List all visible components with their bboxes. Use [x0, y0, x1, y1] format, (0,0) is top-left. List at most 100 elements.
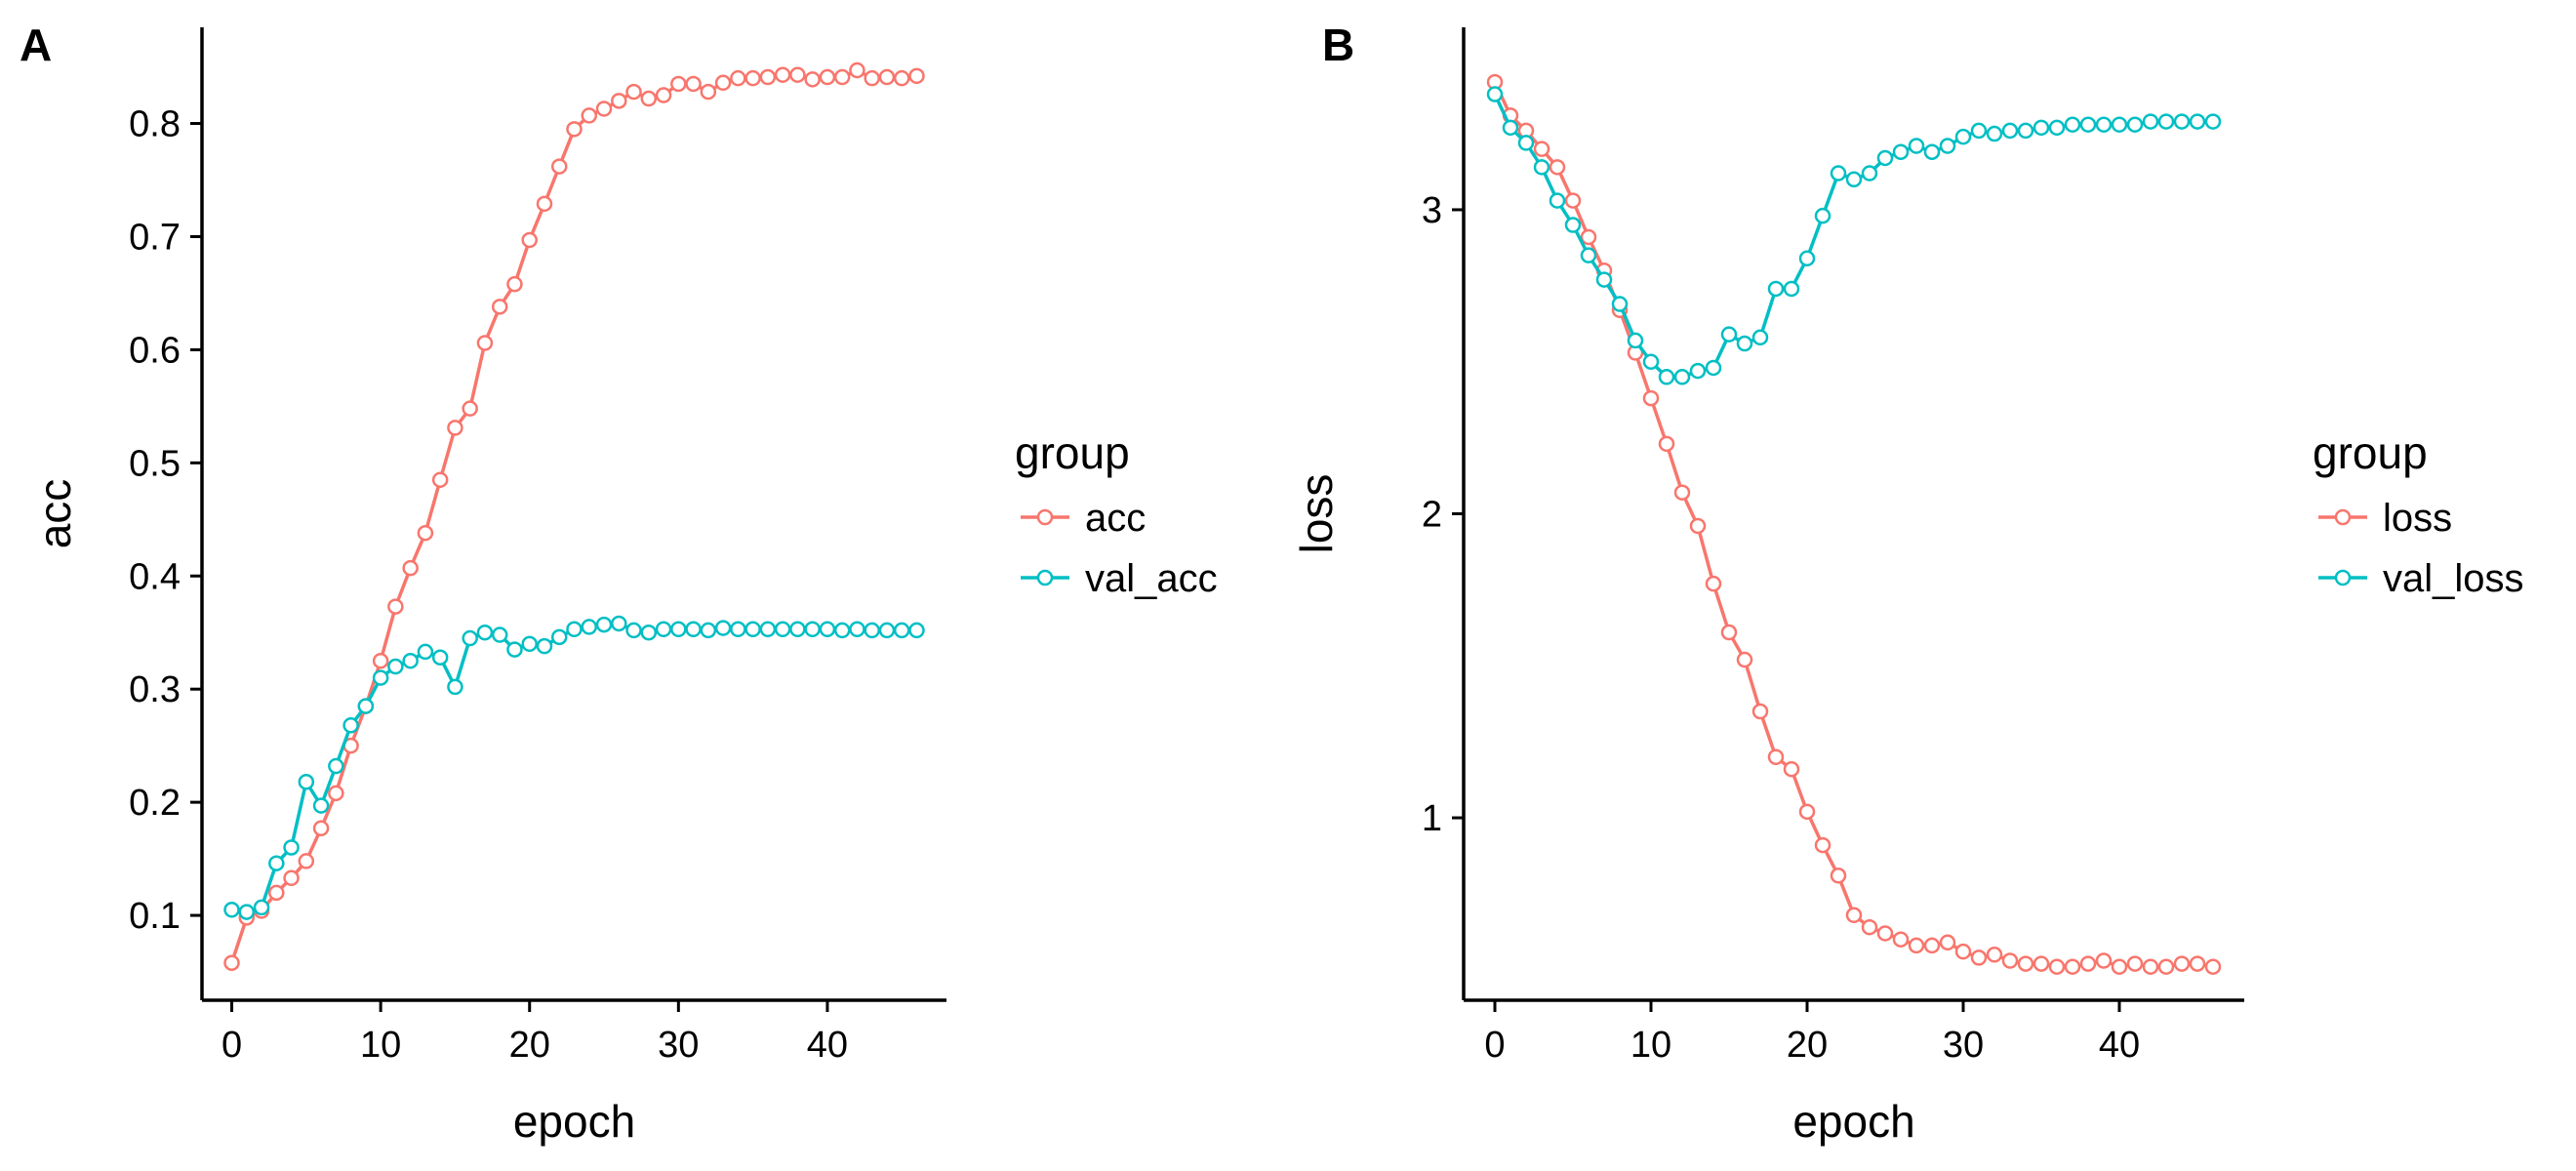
data-point-val_acc: [685, 621, 702, 637]
data-point-val_acc: [491, 626, 508, 643]
data-point-acc: [714, 74, 732, 92]
legend: group loss val_loss: [2313, 427, 2524, 600]
data-point-acc: [700, 83, 717, 101]
data-point-acc: [312, 820, 330, 837]
data-point-acc: [431, 471, 449, 488]
data-point-val_loss: [2095, 116, 2113, 133]
data-point-val_loss: [1642, 353, 1660, 370]
data-point-loss: [2064, 958, 2081, 975]
x-axis-title: epoch: [513, 1096, 635, 1147]
data-point-loss: [1751, 703, 1769, 720]
data-point-val_acc: [864, 622, 880, 639]
data-point-acc: [536, 195, 553, 213]
data-point-val_acc: [268, 855, 285, 871]
data-point-acc: [655, 87, 672, 103]
data-point-acc: [521, 231, 538, 249]
data-point-val_acc: [521, 635, 538, 653]
data-point-loss: [2048, 958, 2066, 975]
y-tick-label: 0.6: [129, 330, 181, 371]
data-point-val_acc: [312, 797, 330, 814]
data-point-val_loss: [2157, 113, 2175, 130]
data-point-acc: [268, 884, 285, 902]
data-point-val_loss: [1876, 149, 1894, 167]
panel-label: A: [20, 20, 52, 70]
data-point-val_loss: [1798, 250, 1816, 267]
data-point-val_loss: [1658, 369, 1675, 385]
data-point-loss: [2017, 955, 2034, 972]
data-point-val_acc: [759, 621, 777, 637]
data-point-val_loss: [1517, 135, 1535, 151]
x-axis-title: epoch: [1792, 1096, 1914, 1147]
data-point-val_loss: [1533, 159, 1550, 176]
data-point-acc: [491, 299, 508, 315]
data-point-val_loss: [1502, 119, 1519, 137]
data-point-acc: [581, 107, 598, 124]
data-point-val_acc: [402, 652, 419, 669]
data-point-loss: [1564, 192, 1582, 209]
data-point-val_loss: [2033, 119, 2050, 137]
data-point-loss: [1892, 931, 1910, 948]
data-point-acc: [566, 121, 583, 138]
data-point-val_loss: [1814, 207, 1831, 224]
data-point-val_loss: [1845, 171, 1863, 188]
legend-key-marker: [2334, 508, 2352, 526]
data-point-val_acc: [283, 839, 300, 856]
data-point-loss: [1736, 651, 1753, 668]
legend-key-marker: [1036, 569, 1054, 586]
data-point-val_loss: [1830, 165, 1847, 182]
legend-label: acc: [1085, 497, 1146, 540]
series-val_acc: [223, 615, 925, 920]
x-tick-label: 0: [1484, 1025, 1505, 1066]
data-point-acc: [819, 68, 836, 86]
data-point-val_acc: [625, 622, 642, 639]
data-point-acc: [685, 75, 702, 93]
data-point-val_loss: [2079, 116, 2097, 133]
data-point-loss: [1939, 934, 1956, 951]
data-point-loss: [2095, 952, 2113, 969]
data-point-val_acc: [833, 622, 851, 639]
data-point-val_loss: [1751, 329, 1769, 346]
data-point-acc: [298, 853, 315, 869]
series-line-loss: [1493, 81, 2214, 969]
data-point-val_loss: [2064, 116, 2081, 133]
data-point-loss: [1720, 624, 1738, 641]
data-point-loss: [2189, 955, 2206, 972]
data-point-acc: [893, 69, 910, 87]
legend-title: group: [1015, 427, 1130, 478]
data-point-loss: [1533, 141, 1550, 157]
data-point-val_acc: [700, 622, 717, 639]
data-point-acc: [550, 158, 568, 175]
data-point-val_loss: [1986, 125, 2003, 142]
x-tick-label: 20: [1787, 1025, 1828, 1066]
y-tick-label: 0.4: [129, 556, 181, 597]
data-point-val_loss: [2111, 116, 2128, 133]
data-point-val_loss: [1861, 165, 1878, 182]
data-point-val_acc: [506, 641, 523, 658]
data-point-acc: [670, 75, 687, 93]
data-point-val_acc: [447, 678, 463, 696]
x-tick-label: 10: [1630, 1025, 1671, 1066]
data-point-val_loss: [1549, 192, 1566, 209]
data-point-acc: [476, 335, 494, 351]
data-point-acc: [878, 68, 896, 86]
data-point-acc: [506, 275, 523, 293]
data-point-val_acc: [462, 629, 478, 647]
x-tick-label: 20: [509, 1025, 550, 1066]
data-point-val_loss: [1595, 271, 1613, 288]
data-point-acc: [759, 68, 777, 86]
data-point-val_loss: [2142, 113, 2159, 130]
data-point-acc: [447, 420, 463, 436]
panel-label: B: [1322, 20, 1354, 70]
data-point-loss: [1767, 748, 1785, 765]
data-point-loss: [2173, 955, 2191, 972]
x-tick-label: 30: [658, 1025, 699, 1066]
data-point-val_loss: [2189, 113, 2206, 130]
data-point-loss: [1908, 937, 1925, 954]
data-point-val_acc: [372, 669, 389, 686]
data-point-loss: [1689, 517, 1707, 535]
y-tick-label: 0.2: [129, 783, 181, 824]
data-point-val_loss: [2001, 122, 2019, 140]
data-point-val_acc: [328, 757, 344, 775]
data-point-acc: [745, 69, 761, 87]
